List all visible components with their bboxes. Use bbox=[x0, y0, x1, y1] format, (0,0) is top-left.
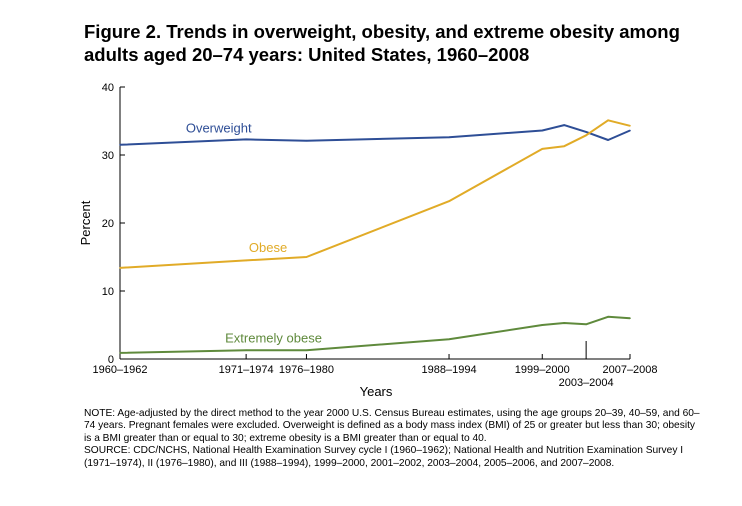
data-point bbox=[585, 131, 587, 133]
data-point bbox=[305, 256, 308, 258]
data-point bbox=[629, 129, 631, 132]
data-point bbox=[119, 144, 121, 146]
data-point bbox=[541, 324, 544, 326]
data-point bbox=[448, 338, 450, 341]
data-point bbox=[629, 124, 631, 127]
data-point bbox=[629, 317, 631, 320]
figure-title: Figure 2. Trends in overweight, obesity,… bbox=[84, 20, 724, 66]
series-line-extremely-obese bbox=[119, 315, 631, 354]
y-tick-label: 40 bbox=[102, 82, 114, 94]
y-axis-title: Percent bbox=[78, 200, 93, 245]
chart-series-labels: Overweight Obese Extremely obese bbox=[186, 121, 322, 346]
data-point bbox=[245, 259, 247, 262]
chart-series-lines bbox=[119, 119, 631, 354]
x-tick-label: 1960–1962 bbox=[92, 364, 147, 376]
figure-title-line-2: adults aged 20–74 years: United States, … bbox=[84, 44, 530, 65]
data-point bbox=[607, 139, 609, 141]
source-text: SOURCE: CDC/NCHS, National Health Examin… bbox=[84, 445, 684, 469]
data-point bbox=[563, 322, 565, 324]
data-point bbox=[448, 136, 450, 139]
x-tick-label: 1999–2000 bbox=[515, 364, 570, 376]
data-point bbox=[119, 352, 121, 354]
chart-axes: 0 10 20 30 40 1960–1962 1971–1974 1976–1980 1988… bbox=[92, 82, 657, 389]
data-point bbox=[585, 134, 587, 137]
data-point bbox=[305, 349, 308, 351]
figure-notes: NOTE: Age-adjusted by the direct method … bbox=[84, 408, 704, 470]
data-point bbox=[585, 323, 587, 326]
y-tick-label: 0 bbox=[108, 354, 114, 366]
y-tick-label: 30 bbox=[102, 150, 114, 162]
data-point bbox=[305, 139, 308, 142]
y-tick-label: 20 bbox=[102, 218, 114, 230]
data-point bbox=[541, 129, 544, 132]
data-point bbox=[563, 124, 565, 126]
x-tick-label: 1971–1974 bbox=[219, 364, 274, 376]
data-point bbox=[245, 138, 247, 141]
data-point bbox=[448, 200, 450, 203]
data-point bbox=[607, 119, 609, 122]
data-point bbox=[119, 267, 121, 269]
y-tick-label: 10 bbox=[102, 286, 114, 298]
data-point bbox=[245, 349, 247, 351]
x-tick-label: 2003–2004 bbox=[559, 377, 614, 389]
series-label-overweight: Overweight bbox=[186, 121, 252, 136]
x-tick-label: 1988–1994 bbox=[422, 364, 477, 376]
note-text: NOTE: Age-adjusted by the direct method … bbox=[84, 408, 700, 444]
data-point bbox=[607, 316, 609, 318]
x-tick-label: 2007–2008 bbox=[602, 364, 657, 376]
series-label-extremely-obese: Extremely obese bbox=[225, 331, 322, 346]
x-axis-title: Years bbox=[360, 384, 393, 399]
x-tick-label: 1976–1980 bbox=[279, 364, 334, 376]
figure-title-line-1: Figure 2. Trends in overweight, obesity,… bbox=[84, 21, 680, 42]
data-point bbox=[563, 145, 565, 147]
series-label-obese: Obese bbox=[249, 240, 287, 255]
data-point bbox=[541, 148, 544, 150]
